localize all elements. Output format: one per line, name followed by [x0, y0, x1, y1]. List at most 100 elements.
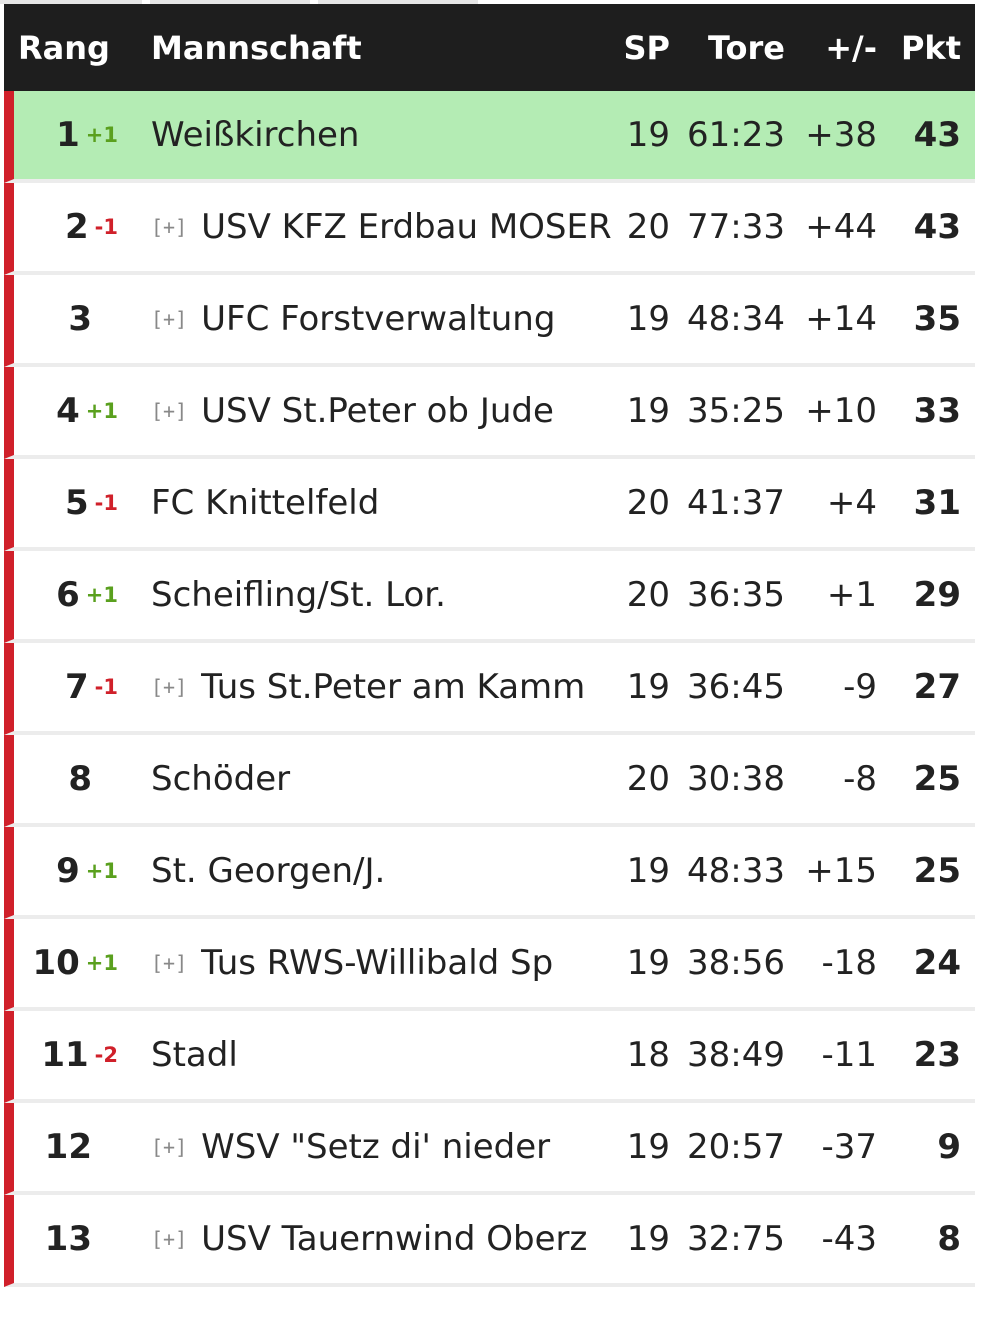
rank-cell: 12 — [18, 1103, 118, 1191]
rank-cell: 9 +1 — [18, 827, 118, 915]
team-name[interactable]: Tus St.Peter am Kamm — [201, 667, 586, 707]
header-mannschaft[interactable]: Mannschaft — [151, 28, 362, 67]
rank-number: 2 — [65, 207, 89, 247]
goal-difference-cell: -18 — [821, 943, 877, 983]
goal-difference-cell: -11 — [821, 1035, 877, 1075]
table-body: 1 +1 Weißkirchen 19 61:23 +38 43 2 -1 [+] USV KFZ … — [4, 91, 975, 1287]
rank-change-badge: +1 — [85, 951, 118, 975]
expand-toggle[interactable]: [+] — [151, 1227, 188, 1251]
team-name[interactable]: USV St.Peter ob Jude — [201, 391, 554, 431]
points-cell: 25 — [913, 759, 961, 799]
rank-number: 10 — [32, 943, 80, 983]
expand-toggle[interactable]: [+] — [151, 1135, 188, 1159]
team-name[interactable]: Stadl — [151, 1035, 238, 1075]
table-row[interactable]: 11 -2 Stadl 18 38:49 -11 23 — [4, 1011, 975, 1103]
table-row[interactable]: 2 -1 [+] USV KFZ Erdbau MOSER 20 77:33 +44 43 — [4, 183, 975, 275]
table-row[interactable]: 8 Schöder 20 30:38 -8 25 — [4, 735, 975, 827]
goal-difference-cell: +14 — [805, 299, 877, 339]
rank-number: 11 — [41, 1035, 89, 1075]
top-tab-strip — [0, 0, 983, 4]
games-played-cell: 20 — [626, 483, 670, 523]
table-row[interactable]: 9 +1 St. Georgen/J. 19 48:33 +15 25 — [4, 827, 975, 919]
team-name[interactable]: UFC Forstverwaltung — [201, 299, 556, 339]
goal-difference-cell: +15 — [805, 851, 877, 891]
team-cell: [+] USV Tauernwind Oberz — [151, 1195, 587, 1283]
points-cell: 43 — [913, 207, 961, 247]
table-row[interactable]: 10 +1 [+] Tus RWS-Willibald Sp 19 38:56 -18 24 — [4, 919, 975, 1011]
team-cell: Schöder — [151, 735, 290, 823]
goals-cell: 41:37 — [687, 483, 785, 523]
team-name[interactable]: USV Tauernwind Oberz — [201, 1219, 588, 1259]
team-name[interactable]: Schöder — [151, 759, 291, 799]
points-cell: 31 — [913, 483, 961, 523]
header-diff[interactable]: +/- — [825, 28, 877, 67]
goal-difference-cell: -9 — [843, 667, 877, 707]
points-cell: 8 — [937, 1219, 961, 1259]
points-cell: 35 — [913, 299, 961, 339]
rank-cell: 2 -1 — [18, 183, 118, 271]
goals-cell: 38:56 — [687, 943, 785, 983]
header-tore[interactable]: Tore — [707, 28, 785, 67]
games-played-cell: 19 — [626, 851, 670, 891]
table-row[interactable]: 5 -1 FC Knittelfeld 20 41:37 +4 31 — [4, 459, 975, 551]
table-row[interactable]: 12 [+] WSV "Setz di' nieder 19 20:57 -37 9 — [4, 1103, 975, 1195]
rank-number: 1 — [56, 115, 80, 155]
points-cell: 27 — [913, 667, 961, 707]
rank-cell: 10 +1 — [18, 919, 118, 1007]
expand-toggle[interactable]: [+] — [151, 399, 188, 423]
team-cell: [+] Tus St.Peter am Kamm — [151, 643, 585, 731]
team-cell: St. Georgen/J. — [151, 827, 385, 915]
team-name[interactable]: Tus RWS-Willibald Sp — [201, 943, 554, 983]
team-name[interactable]: Weißkirchen — [151, 115, 360, 155]
team-cell: FC Knittelfeld — [151, 459, 379, 547]
expand-toggle[interactable]: [+] — [151, 307, 188, 331]
rank-cell: 13 — [18, 1195, 118, 1283]
table-row[interactable]: 1 +1 Weißkirchen 19 61:23 +38 43 — [4, 91, 975, 183]
header-rang[interactable]: Rang — [18, 28, 110, 67]
rank-change-badge: +1 — [85, 859, 118, 883]
goals-cell: 35:25 — [687, 391, 785, 431]
team-cell: Scheifling/St. Lor. — [151, 551, 446, 639]
rank-number: 6 — [56, 575, 80, 615]
points-cell: 23 — [913, 1035, 961, 1075]
team-name[interactable]: FC Knittelfeld — [151, 483, 380, 523]
points-cell: 9 — [937, 1127, 961, 1167]
points-cell: 43 — [913, 115, 961, 155]
table-row[interactable]: 3 [+] UFC Forstverwaltung 19 48:34 +14 35 — [4, 275, 975, 367]
games-played-cell: 20 — [626, 759, 670, 799]
games-played-cell: 19 — [626, 1127, 670, 1167]
table-row[interactable]: 4 +1 [+] USV St.Peter ob Jude 19 35:25 +10 33 — [4, 367, 975, 459]
standings-table: Rang Mannschaft SP Tore +/- Pkt 1 +1 Weißk… — [4, 4, 975, 1287]
goals-cell: 20:57 — [687, 1127, 785, 1167]
games-played-cell: 19 — [626, 943, 670, 983]
team-cell: [+] USV St.Peter ob Jude — [151, 367, 554, 455]
goals-cell: 48:34 — [687, 299, 785, 339]
table-row[interactable]: 6 +1 Scheifling/St. Lor. 20 36:35 +1 29 — [4, 551, 975, 643]
goals-cell: 77:33 — [687, 207, 785, 247]
team-cell: Stadl — [151, 1011, 238, 1099]
rank-change-badge: -1 — [94, 675, 118, 699]
rank-change-badge: +1 — [85, 583, 118, 607]
team-cell: Weißkirchen — [151, 91, 359, 179]
goal-difference-cell: -43 — [821, 1219, 877, 1259]
team-name[interactable]: USV KFZ Erdbau MOSER — [201, 207, 612, 247]
header-sp[interactable]: SP — [623, 28, 671, 67]
games-played-cell: 19 — [626, 667, 670, 707]
goal-difference-cell: -8 — [843, 759, 877, 799]
rank-cell: 7 -1 — [18, 643, 118, 731]
team-name[interactable]: St. Georgen/J. — [151, 851, 386, 891]
rank-cell: 8 — [18, 735, 118, 823]
rank-number: 8 — [68, 759, 92, 799]
expand-toggle[interactable]: [+] — [151, 215, 188, 239]
team-name[interactable]: WSV "Setz di' nieder — [201, 1127, 551, 1167]
goals-cell: 48:33 — [687, 851, 785, 891]
goal-difference-cell: +38 — [805, 115, 877, 155]
header-pkt[interactable]: Pkt — [900, 28, 961, 67]
team-name[interactable]: Scheifling/St. Lor. — [151, 575, 446, 615]
rank-number: 9 — [56, 851, 80, 891]
table-row[interactable]: 7 -1 [+] Tus St.Peter am Kamm 19 36:45 -9 27 — [4, 643, 975, 735]
expand-toggle[interactable]: [+] — [151, 675, 188, 699]
points-cell: 33 — [913, 391, 961, 431]
expand-toggle[interactable]: [+] — [151, 951, 188, 975]
table-row[interactable]: 13 [+] USV Tauernwind Oberz 19 32:75 -43 8 — [4, 1195, 975, 1287]
